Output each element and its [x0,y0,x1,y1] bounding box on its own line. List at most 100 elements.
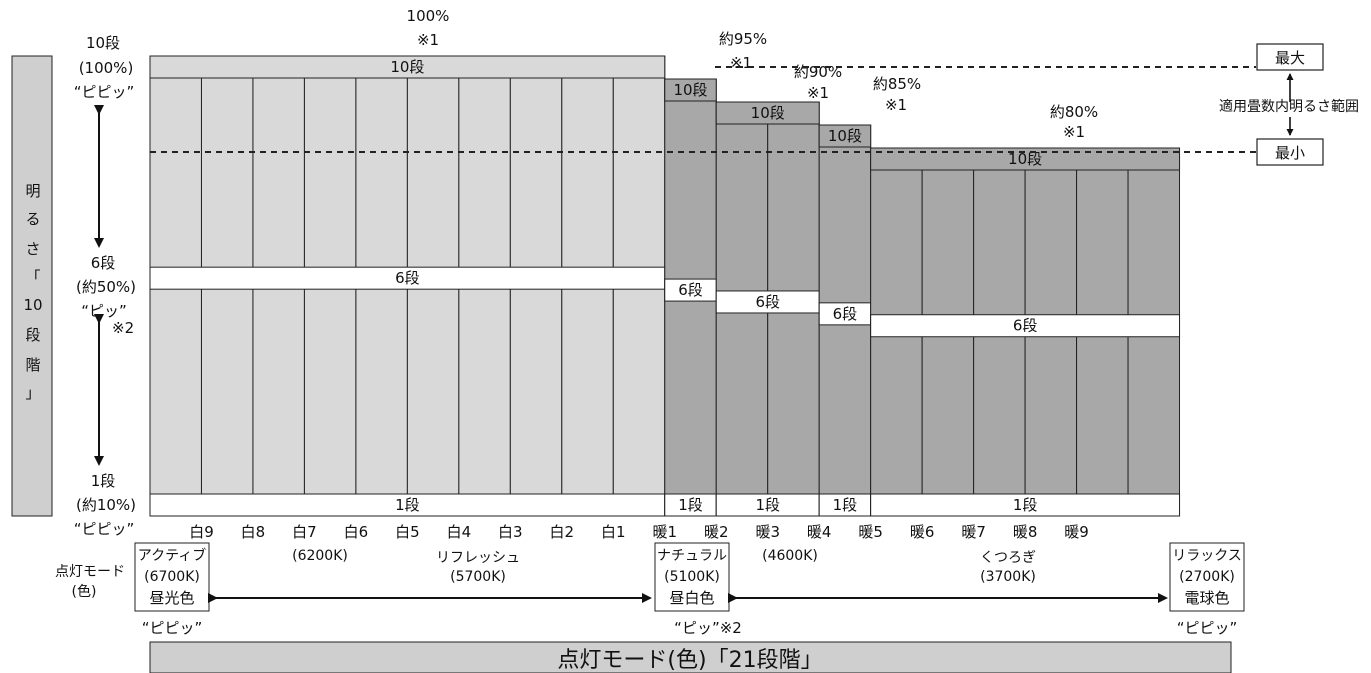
natural-line2: (5100K) [664,569,720,585]
axis-mid-note: ※2 [112,319,134,337]
category-label: 暖5 [858,523,883,541]
group-note-label: ※1 [885,96,907,114]
group-percent-label: 約95% [719,30,767,48]
band-bottom-label: 1段 [678,496,703,514]
band-top [818,124,872,148]
band-top-label: 10段 [828,127,862,145]
group-note-label: ※1 [730,54,752,72]
mode-box-natural [654,542,730,612]
axis-top-beep: “ピピッ” [74,83,135,101]
side-title-char: 階 [25,356,40,374]
axis-bottom-beep: “ピピッ” [74,520,135,538]
min-label: 最小 [1275,144,1305,162]
category-label: 暖7 [961,523,986,541]
category-label: 白9 [189,523,214,541]
category-label: 白5 [395,523,420,541]
category-label: 白3 [498,523,523,541]
band-bottom-label: 1段 [833,496,858,514]
side-title-char: 」 [25,384,40,402]
band-top [870,147,1181,171]
side-title-char: る [25,210,40,228]
axis-mid-beep: “ピッ” [81,302,127,320]
side-title: 明るさ「 10 段階」 [23,182,42,402]
natural-line1: ナチュラル [657,548,727,564]
category-label: 暖3 [755,523,780,541]
relax-beep: “ピピッ” [1177,619,1238,637]
category-label: 暖6 [910,523,935,541]
natural-line3: 昼白色 [669,589,714,607]
band-top [715,101,820,125]
k4600-label: (4600K) [762,548,818,564]
relax-line3: 電球色 [1184,589,1229,607]
mode-label-line2: (色) [72,583,97,600]
band-bottom [870,493,1181,517]
bar-group: 10段 6段 1段 約80% ※1 [870,103,1181,517]
min-box [1256,138,1324,166]
category-label: 暖9 [1064,523,1089,541]
axis-top-level: 10段 [86,34,120,52]
bar-area: 10段6段1段100%※110段6段1段約95%※110段6段1段約90%※11… [149,7,1181,541]
axis-bottom-percent: (約10%) [76,496,136,514]
group-percent-label: 100% [407,7,450,25]
band-mid-label: 6段 [755,293,780,311]
footer-panel [149,641,1232,673]
k6200-label: (6200K) [292,548,348,564]
range-caption: 適用畳数内明るさ範囲 [1219,98,1359,115]
category-label: 暖2 [704,523,729,541]
range-legend: 最大 適用畳数内明るさ範囲 最小 [1219,43,1359,166]
active-line2: (6700K) [144,569,200,585]
band-top-label: 10段 [751,104,785,122]
mode-row: 点灯モード (色) アクティブ (6700K) 昼光色 “ピピッ” ナチュラル … [55,542,1245,637]
band-mid-label: 6段 [678,281,703,299]
band-mid [870,314,1181,338]
active-line1: アクティブ [138,547,206,564]
band-bottom-label: 1段 [1013,496,1038,514]
axis-mid-percent: (約50%) [76,278,136,296]
category-label: 暖8 [1013,523,1038,541]
category-label: 白4 [447,523,472,541]
footer-title: 点灯モード(色)「21段階」 [557,648,822,673]
side-title-char: 段 [25,326,40,344]
kutsurogi-label: くつろぎ [980,550,1036,566]
group-note-label: ※1 [1063,123,1085,141]
axis-bottom-level: 1段 [91,472,116,490]
refresh-label: リフレッシュ [436,550,520,566]
category-label: 暖1 [652,523,677,541]
band-top-label: 10段 [1008,150,1042,168]
bar-group: 10段 6段 1段 100% ※1 [149,7,666,517]
band-top [149,55,666,79]
band-top [664,78,717,102]
max-box [1256,43,1324,71]
side-title-panel [11,55,53,517]
mode-box-active [134,542,210,612]
active-beep: “ピピッ” [142,619,203,637]
group-percent-label: 約90% [794,63,842,81]
side-title-char: 10 [23,296,42,314]
category-label: 暖4 [807,523,832,541]
band-top-label: 10段 [390,58,424,76]
bar-group: 10段 6段 1段 約90% ※1 [715,63,842,517]
mode-label-line1: 点灯モード [55,564,125,580]
k5700-label: (5700K) [450,569,506,585]
k3700-label: (3700K) [980,569,1036,585]
side-title-char: さ [25,240,40,258]
bar-group: 10段 6段 1段 約85% ※1 [818,75,921,517]
relax-line1: リラックス [1172,548,1242,564]
group-note-label: ※1 [807,84,829,102]
side-title-char: 明 [25,182,40,200]
relax-line2: (2700K) [1179,569,1235,585]
category-label: 白8 [241,523,266,541]
mode-box-relax [1169,542,1245,612]
group-percent-label: 約80% [1050,103,1098,121]
band-mid-label: 6段 [395,269,420,287]
band-mid-label: 6段 [1013,317,1038,335]
band-bottom-label: 1段 [755,496,780,514]
group-percent-label: 約85% [873,75,921,93]
group-note-label: ※1 [417,31,439,49]
category-label: 白6 [344,523,369,541]
active-line3: 昼光色 [149,589,194,607]
max-label: 最大 [1275,49,1305,67]
axis-top-percent: (100%) [79,59,134,77]
band-bottom-label: 1段 [395,496,420,514]
